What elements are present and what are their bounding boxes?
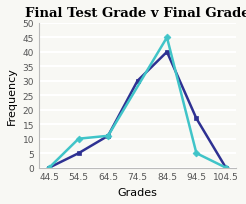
Y-axis label: Frequency: Frequency: [7, 67, 17, 125]
Title: Final Test Grade v Final Grade: Final Test Grade v Final Grade: [25, 7, 246, 20]
X-axis label: Grades: Grades: [118, 187, 157, 197]
